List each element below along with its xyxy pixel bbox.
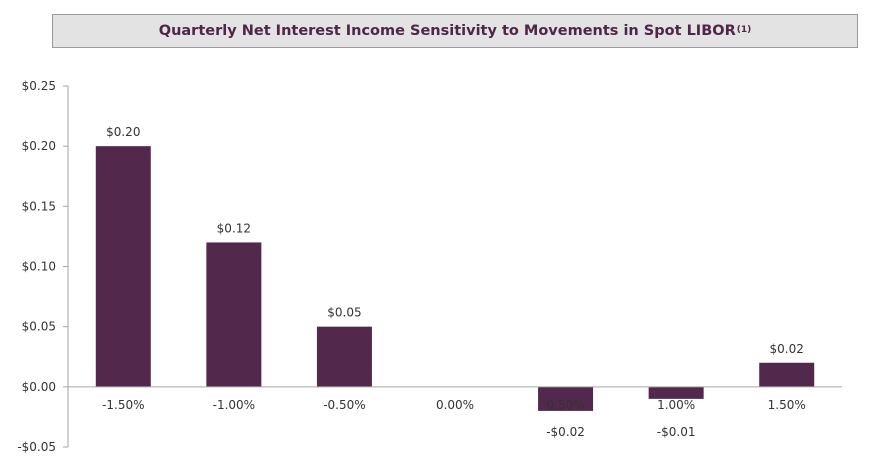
data-label: $0.05: [327, 306, 361, 320]
bar: [95, 146, 151, 387]
x-tick-label: -1.50%: [102, 398, 144, 412]
bar: [538, 386, 594, 411]
data-label: -$0.02: [546, 425, 585, 439]
y-tick-label: $0.05: [22, 320, 56, 334]
title-footnote: (1): [736, 25, 752, 35]
y-tick-label: $0.25: [22, 79, 56, 93]
y-tick-label: $0.15: [22, 199, 56, 213]
data-label: $0.12: [217, 221, 251, 235]
chart-title-text: Quarterly Net Interest Income Sensitivit…: [158, 23, 736, 39]
bar: [648, 386, 704, 399]
x-tick-label: 1.00%: [657, 398, 695, 412]
chart-title: Quarterly Net Interest Income Sensitivit…: [52, 14, 858, 48]
y-tick-label: $0.20: [22, 139, 56, 153]
x-tick-label: -0.50%: [323, 398, 365, 412]
y-tick-label: $0.10: [22, 260, 56, 274]
x-tick-label: 0.50%: [547, 398, 585, 412]
data-label: $0.02: [770, 342, 804, 356]
y-tick-label: $0.00: [22, 380, 56, 394]
y-tick-label: -$0.05: [17, 440, 56, 454]
bar: [316, 326, 372, 387]
bar: [206, 242, 262, 387]
x-tick-label: -1.00%: [213, 398, 255, 412]
x-tick-label: 1.50%: [768, 398, 806, 412]
x-tick-label: 0.00%: [436, 398, 474, 412]
bar: [759, 362, 815, 387]
data-label: -$0.01: [657, 425, 696, 439]
data-label: $0.20: [106, 125, 140, 139]
